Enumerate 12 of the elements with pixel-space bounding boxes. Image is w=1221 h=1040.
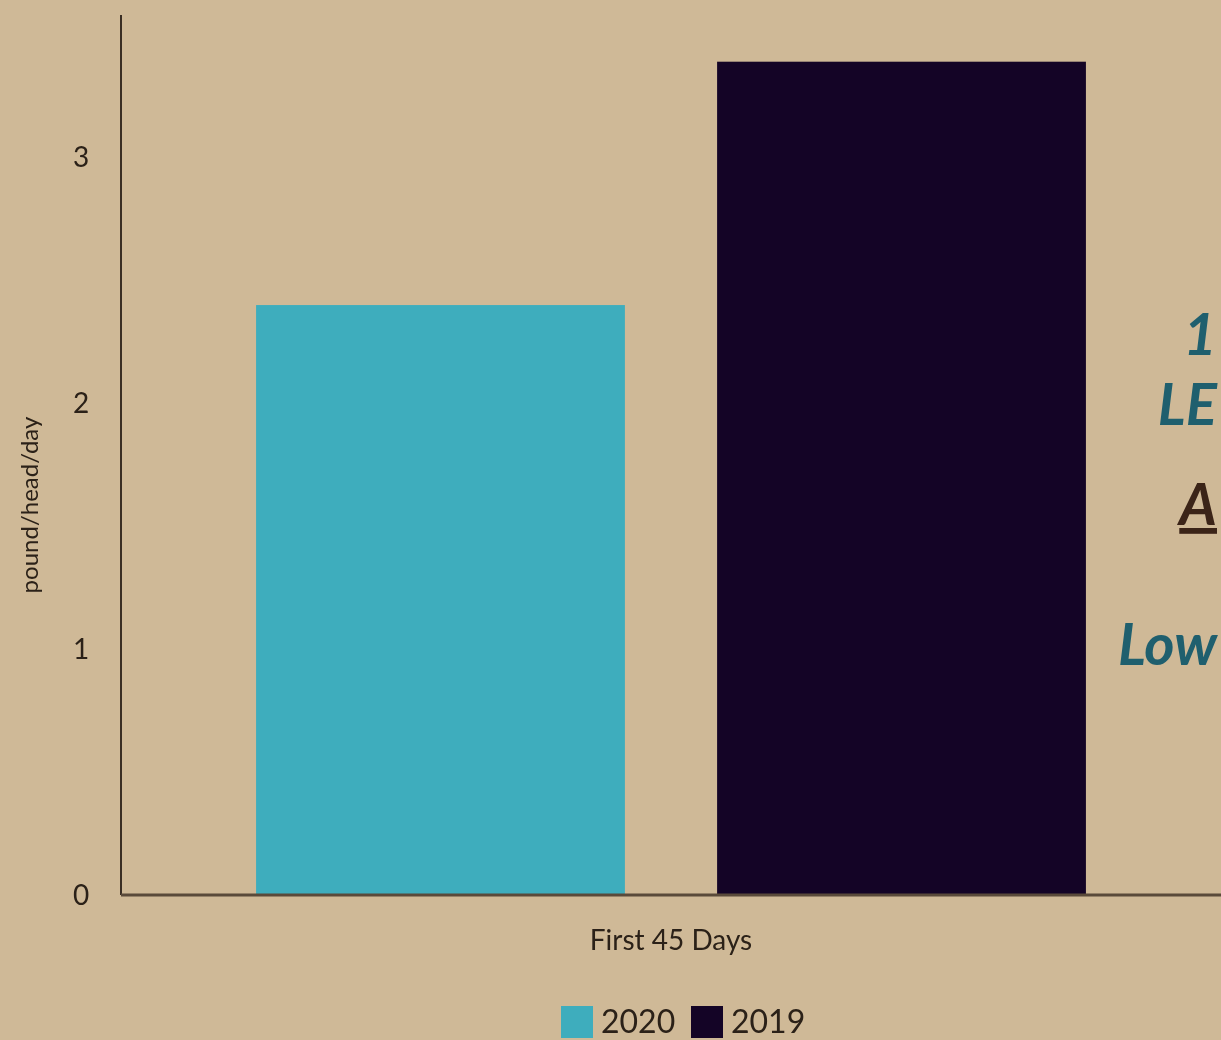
x-tick-label: First 45 Days: [589, 922, 753, 956]
legend-label: 2019: [731, 1001, 806, 1040]
annotation: A: [1176, 468, 1217, 537]
y-tick-label: 0: [72, 876, 90, 911]
y-tick-label: 3: [72, 139, 90, 174]
y-tick-label: 2: [72, 385, 90, 420]
annotation: 1: [1183, 298, 1217, 367]
y-axis-title: pound/head/day: [14, 416, 43, 594]
legend-label: 2020: [601, 1001, 676, 1040]
y-tick-label: 1: [72, 630, 90, 665]
annotation: Low: [1117, 608, 1219, 677]
annotation: LE: [1157, 368, 1218, 437]
